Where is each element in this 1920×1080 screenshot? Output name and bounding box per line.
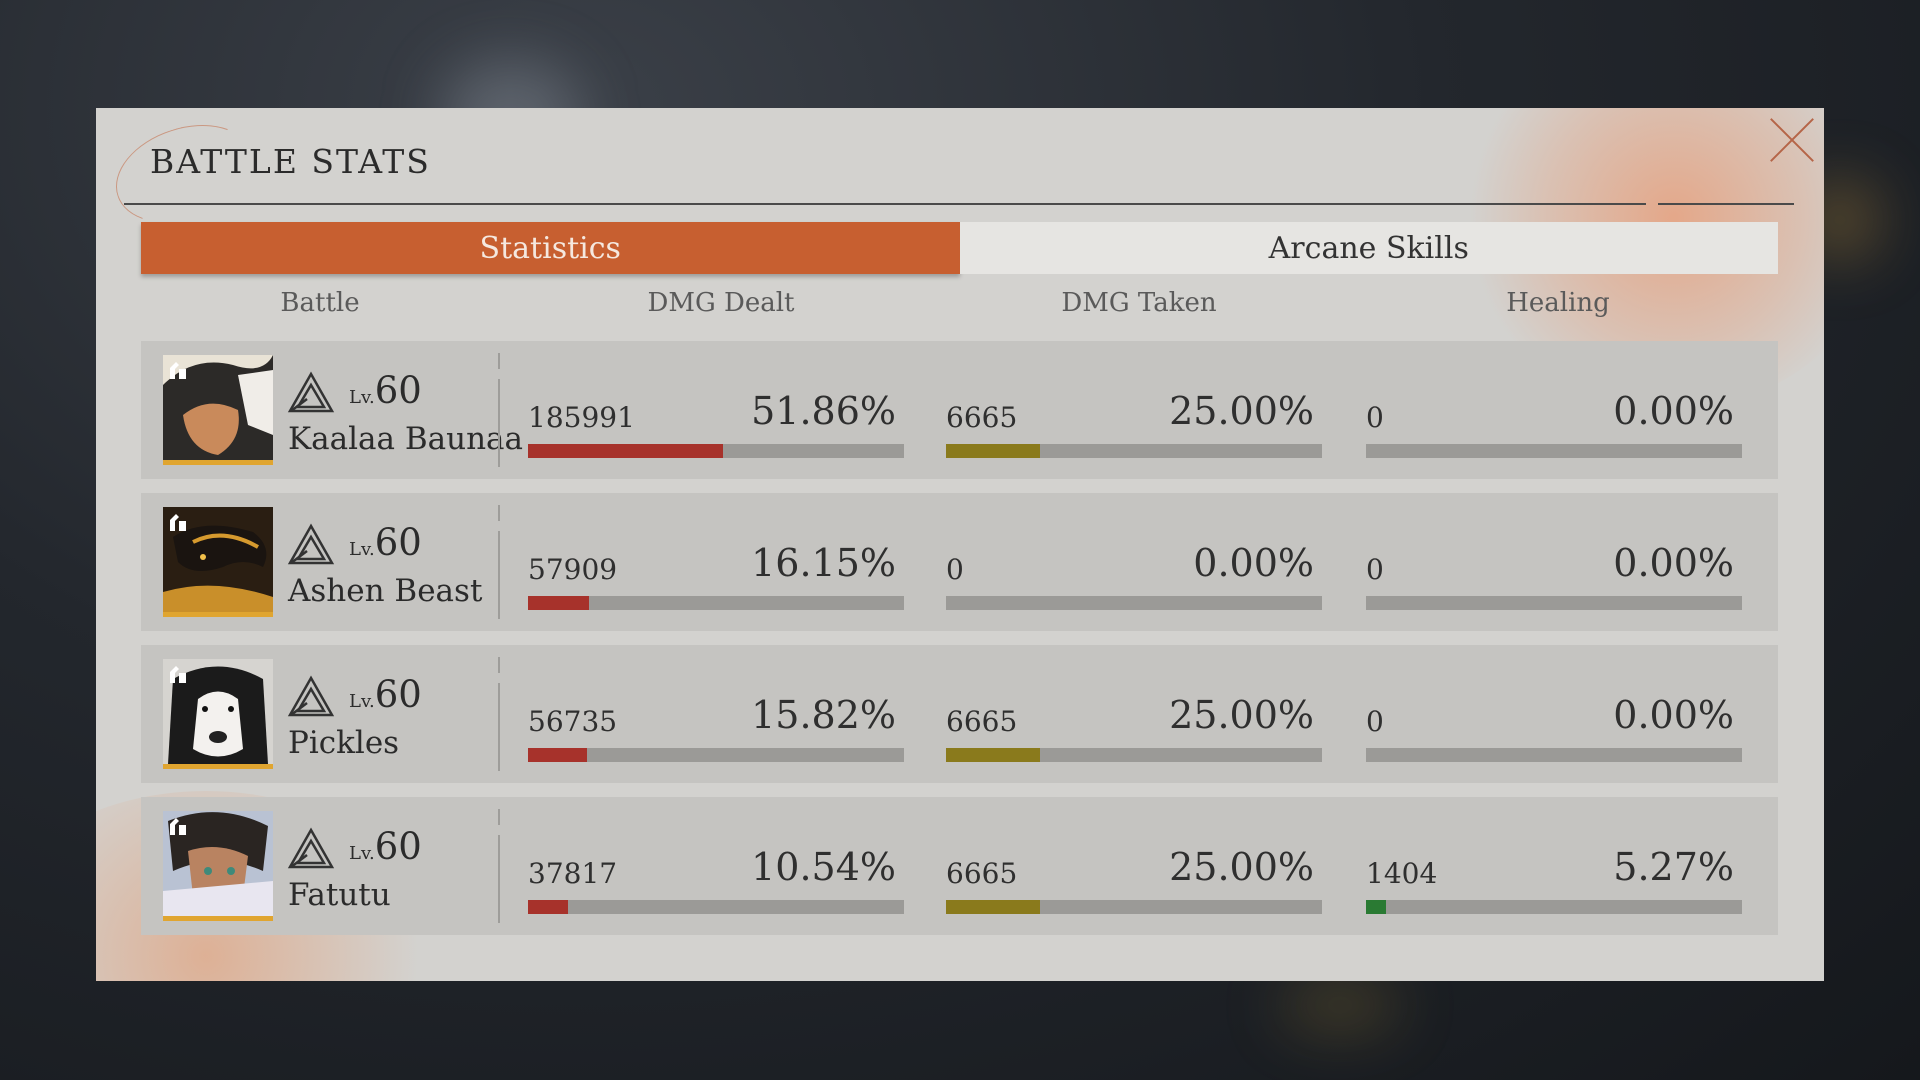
lock-pin-icon	[170, 514, 186, 531]
dmg-dealt-value: 56735	[528, 705, 618, 738]
column-header-dmg-taken: DMG Taken	[1061, 288, 1217, 318]
dmg-taken-bar-fill	[946, 444, 1040, 458]
dmg-dealt-bar-fill	[528, 444, 723, 458]
level-label: Lv.60	[349, 369, 422, 412]
dmg-taken-value: 0	[946, 553, 964, 586]
tab-bar: Statistics Arcane Skills	[141, 222, 1778, 274]
dmg-taken-bar-fill	[946, 748, 1040, 762]
healing-bar	[1366, 748, 1742, 762]
table-row: Lv.60 Kaalaa Baunaa 185991 51.86% 6665 2…	[141, 341, 1778, 479]
character-name: Kaalaa Baunaa	[288, 421, 524, 457]
dmg-dealt-percent: 16.15%	[751, 541, 896, 585]
level-prefix: Lv.	[349, 539, 375, 560]
dmg-dealt-bar-fill	[528, 748, 588, 762]
level-prefix: Lv.	[349, 387, 375, 408]
lock-pin-icon	[170, 818, 186, 835]
dmg-taken-value: 6665	[946, 857, 1018, 890]
dmg-taken-bar-fill	[946, 900, 1040, 914]
dmg-dealt-value: 37817	[528, 857, 618, 890]
divider	[1592, 203, 1646, 205]
healing-bar	[1366, 444, 1742, 458]
dmg-dealt-percent: 15.82%	[751, 693, 896, 737]
character-name: Ashen Beast	[288, 573, 483, 609]
healing-value: 0	[1366, 553, 1384, 586]
class-triangle-icon	[287, 523, 335, 565]
divider	[124, 203, 1614, 205]
dmg-dealt-bar-fill	[528, 900, 568, 914]
dmg-taken-bar	[946, 444, 1322, 458]
class-triangle-icon	[287, 827, 335, 869]
divider	[1658, 203, 1794, 205]
character-portrait[interactable]	[163, 355, 273, 465]
character-portrait[interactable]	[163, 811, 273, 921]
healing-value: 1404	[1366, 857, 1438, 890]
portrait-image	[163, 659, 273, 764]
panel-title: BATTLE STATS	[150, 142, 431, 181]
dmg-taken-percent: 25.00%	[1169, 845, 1314, 889]
level-label: Lv.60	[349, 825, 422, 868]
close-icon[interactable]	[1766, 116, 1816, 166]
dmg-taken-percent: 25.00%	[1169, 693, 1314, 737]
divider	[498, 505, 500, 619]
column-header-battle: Battle	[280, 288, 360, 318]
level-label: Lv.60	[349, 673, 422, 716]
table-row: Lv.60 Pickles 56735 15.82% 6665 25.00% 0…	[141, 645, 1778, 783]
dmg-taken-bar	[946, 596, 1322, 610]
dog-portrait[interactable]	[163, 659, 273, 769]
dmg-taken-value: 6665	[946, 705, 1018, 738]
dmg-taken-percent: 0.00%	[1193, 541, 1314, 585]
column-header-dmg-dealt: DMG Dealt	[647, 288, 795, 318]
dmg-taken-value: 6665	[946, 401, 1018, 434]
healing-bar	[1366, 596, 1742, 610]
dmg-dealt-bar	[528, 444, 904, 458]
level-value: 60	[374, 369, 422, 412]
dmg-dealt-bar	[528, 748, 904, 762]
column-header-healing: Healing	[1506, 288, 1610, 318]
healing-value: 0	[1366, 705, 1384, 738]
level-label: Lv.60	[349, 521, 422, 564]
dmg-taken-bar	[946, 748, 1322, 762]
character-name: Pickles	[288, 725, 400, 761]
healing-percent: 0.00%	[1613, 389, 1734, 433]
table-row: Lv.60 Fatutu 37817 10.54% 6665 25.00% 14…	[141, 797, 1778, 935]
table-row: Lv.60 Ashen Beast 57909 16.15% 0 0.00% 0…	[141, 493, 1778, 631]
healing-percent: 0.00%	[1613, 693, 1734, 737]
beast-portrait[interactable]	[163, 507, 273, 617]
healing-percent: 0.00%	[1613, 541, 1734, 585]
dmg-dealt-bar	[528, 596, 904, 610]
divider	[498, 657, 500, 771]
healing-bar-fill	[1366, 900, 1386, 914]
dmg-dealt-value: 57909	[528, 553, 618, 586]
level-prefix: Lv.	[349, 843, 375, 864]
healing-value: 0	[1366, 401, 1384, 434]
level-value: 60	[374, 673, 422, 716]
level-value: 60	[374, 521, 422, 564]
character-name: Fatutu	[288, 877, 391, 913]
dmg-dealt-percent: 10.54%	[751, 845, 896, 889]
dmg-taken-bar	[946, 900, 1322, 914]
dmg-dealt-bar	[528, 900, 904, 914]
portrait-image	[163, 355, 273, 460]
dmg-dealt-bar-fill	[528, 596, 589, 610]
class-triangle-icon	[287, 371, 335, 413]
dmg-dealt-value: 185991	[528, 401, 635, 434]
lock-pin-icon	[170, 362, 186, 379]
divider	[498, 809, 500, 923]
lock-pin-icon	[170, 666, 186, 683]
tab-statistics[interactable]: Statistics	[141, 222, 960, 274]
background-glow	[1280, 980, 1400, 1030]
dmg-dealt-percent: 51.86%	[751, 389, 896, 433]
level-prefix: Lv.	[349, 691, 375, 712]
healing-bar	[1366, 900, 1742, 914]
healing-percent: 5.27%	[1613, 845, 1734, 889]
divider	[498, 353, 500, 467]
level-value: 60	[374, 825, 422, 868]
dmg-taken-percent: 25.00%	[1169, 389, 1314, 433]
tab-arcane-skills[interactable]: Arcane Skills	[959, 222, 1778, 274]
class-triangle-icon	[287, 675, 335, 717]
battle-stats-panel: BATTLE STATS Statistics Arcane Skills Ba…	[96, 108, 1824, 981]
